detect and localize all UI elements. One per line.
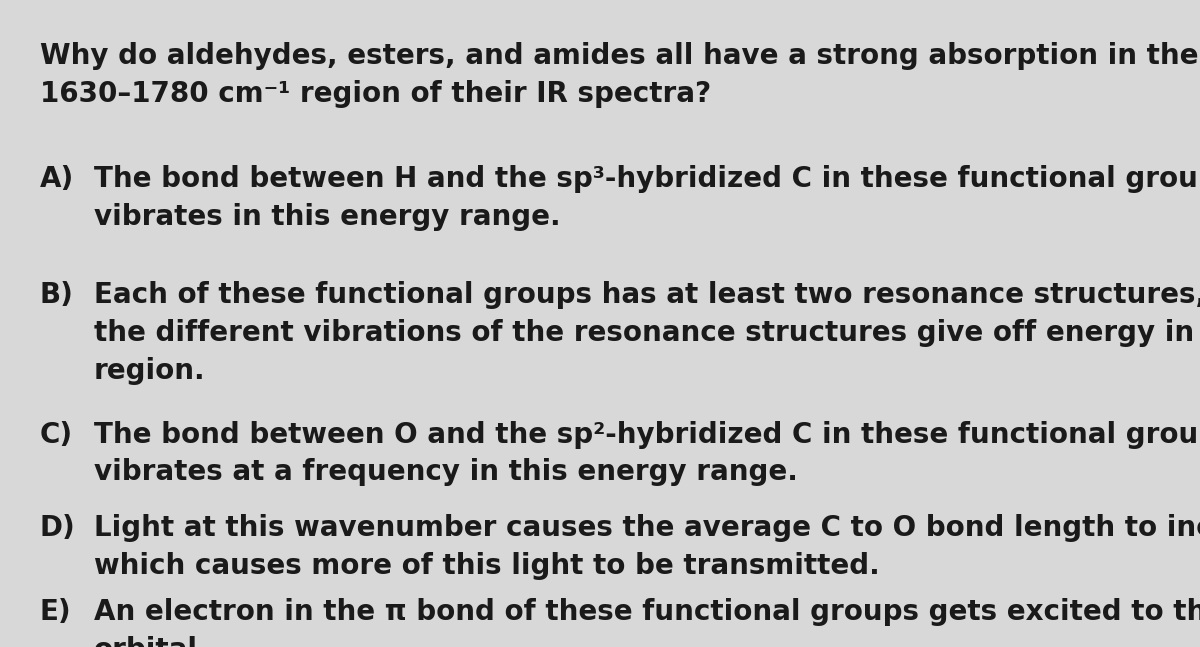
Text: An electron in the π bond of these functional groups gets excited to the π*
orbi: An electron in the π bond of these funct…: [94, 598, 1200, 647]
Text: C): C): [40, 421, 73, 448]
Text: D): D): [40, 514, 76, 542]
Text: E): E): [40, 598, 71, 626]
Text: The bond between H and the sp³-hybridized C in these functional groups
vibrates : The bond between H and the sp³-hybridize…: [94, 165, 1200, 231]
Text: Each of these functional groups has at least two resonance structures, and
the d: Each of these functional groups has at l…: [94, 281, 1200, 385]
Text: A): A): [40, 165, 74, 193]
Text: B): B): [40, 281, 73, 309]
Text: Why do aldehydes, esters, and amides all have a strong absorption in the
1630–17: Why do aldehydes, esters, and amides all…: [40, 42, 1198, 108]
Text: Light at this wavenumber causes the average C to O bond length to increase
which: Light at this wavenumber causes the aver…: [94, 514, 1200, 580]
Text: The bond between O and the sp²-hybridized C in these functional groups
vibrates : The bond between O and the sp²-hybridize…: [94, 421, 1200, 487]
